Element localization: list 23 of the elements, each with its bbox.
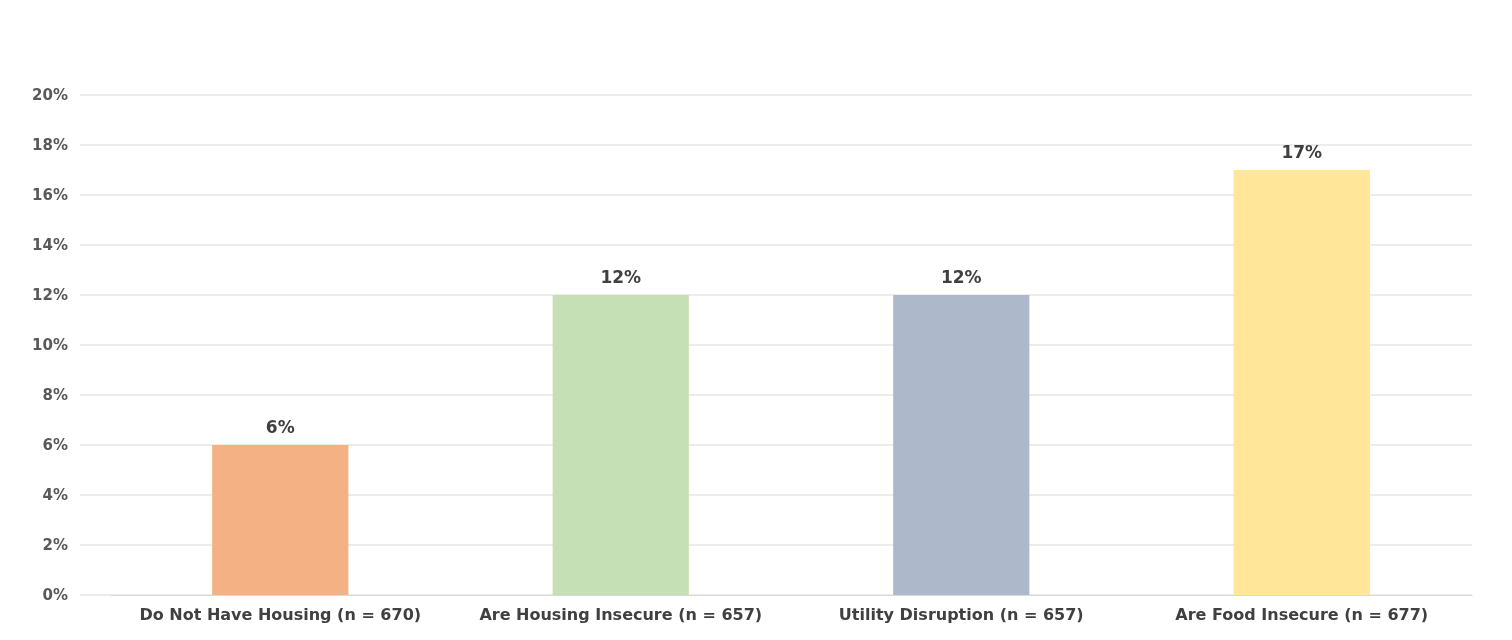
bar <box>552 295 689 595</box>
x-tick-label: Are Housing Insecure (n = 657) <box>479 605 763 625</box>
data-label: 12% <box>600 267 642 287</box>
y-tick-label: 2% <box>42 536 68 555</box>
data-label: 6% <box>265 417 295 437</box>
data-label: 17% <box>1281 142 1323 162</box>
y-tick-label: 14% <box>32 236 68 255</box>
y-tick-label: 4% <box>42 486 68 505</box>
x-tick-label: Utility Disruption (n = 657) <box>838 605 1084 625</box>
y-tick-label: 12% <box>32 286 68 305</box>
y-tick-label: 10% <box>32 336 68 355</box>
x-tick-label: Are Food Insecure (n = 677) <box>1175 605 1429 625</box>
data-label: 12% <box>940 267 982 287</box>
bar <box>893 295 1030 595</box>
bar <box>1233 170 1370 595</box>
y-tick-label: 6% <box>42 436 68 455</box>
y-tick-label: 0% <box>42 586 68 605</box>
y-tick-label: 20% <box>32 86 68 105</box>
y-tick-label: 18% <box>32 136 68 155</box>
x-tick-label: Do Not Have Housing (n = 670) <box>139 605 422 625</box>
y-tick-label: 8% <box>42 386 68 405</box>
y-tick-label: 16% <box>32 186 68 205</box>
bar <box>212 445 349 595</box>
